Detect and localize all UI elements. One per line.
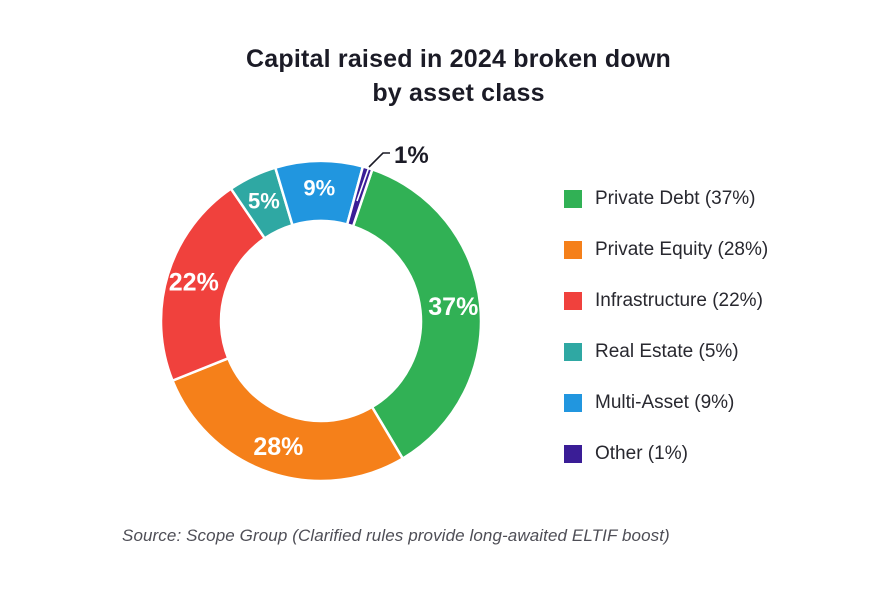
legend-swatch-infrastructure <box>564 292 582 310</box>
pie-slice-private-debt <box>351 168 483 460</box>
chart-title: Capital raised in 2024 broken down by as… <box>17 42 883 110</box>
legend-label: Private Equity (28%) <box>595 239 769 260</box>
legend-row-other: Other (1%) <box>564 443 768 464</box>
slice-label-other: 1% <box>394 142 429 169</box>
pie-slice-other <box>345 165 374 228</box>
legend-row-multi-asset: Multi-Asset (9%) <box>564 392 768 413</box>
legend-label: Other (1%) <box>595 443 688 464</box>
slice-label-real-estate: 5% <box>248 188 280 213</box>
legend-row-real-estate: Real Estate (5%) <box>564 341 768 362</box>
chart-title-line1: Capital raised in 2024 broken down <box>246 45 671 73</box>
legend-label: Private Debt (37%) <box>595 188 756 209</box>
legend-row-private-equity: Private Equity (28%) <box>564 239 769 260</box>
source-note: Source: Scope Group (Clarified rules pro… <box>122 526 670 545</box>
pie-slice-private-equity <box>171 357 404 483</box>
legend-swatch-multi-asset <box>564 394 582 412</box>
slice-label-infrastructure: 22% <box>169 268 219 296</box>
legend-swatch-private-debt <box>564 190 582 208</box>
legend-label: Real Estate (5%) <box>595 341 739 362</box>
legend-swatch-real-estate <box>564 343 582 361</box>
legend-label: Infrastructure (22%) <box>595 290 763 311</box>
legend-row-infrastructure: Infrastructure (22%) <box>564 290 768 311</box>
legend-swatch-other <box>564 445 582 463</box>
chart-legend: Private Debt (37%) Private Equity (28%) … <box>564 188 769 464</box>
slice-label-multi-asset: 9% <box>303 176 335 201</box>
slice-label-private-debt: 37% <box>428 293 478 321</box>
legend-label: Multi-Asset (9%) <box>595 392 735 413</box>
slice-label-private-equity: 28% <box>253 433 303 461</box>
callout-line-inner <box>356 166 370 202</box>
legend-row-private-debt: Private Debt (37%) <box>564 188 768 209</box>
legend-swatch-private-equity <box>564 241 582 259</box>
callout-line <box>368 152 390 168</box>
chart-title-line2: by asset class <box>372 79 545 107</box>
